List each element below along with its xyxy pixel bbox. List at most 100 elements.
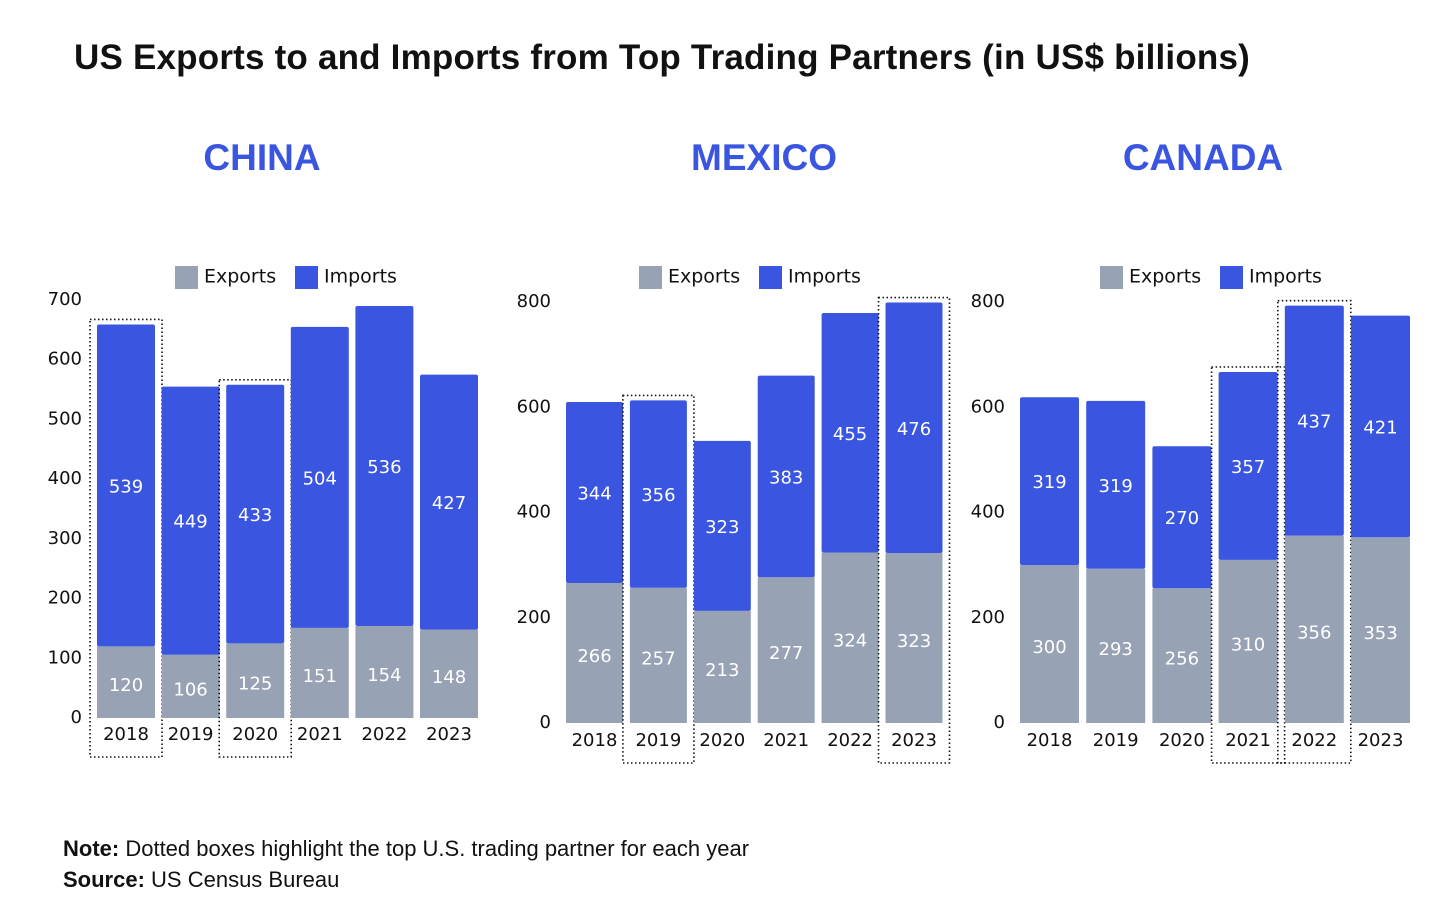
- bar-exports-2023: [420, 629, 478, 718]
- data-label-imports: 539: [109, 476, 143, 497]
- data-label-exports: 310: [1231, 634, 1265, 655]
- data-label-imports: 357: [1231, 457, 1265, 478]
- bar-exports-2023: [1351, 537, 1410, 723]
- bar-imports-2021: [290, 326, 349, 628]
- data-label-imports: 437: [1297, 412, 1331, 433]
- data-label-exports: 324: [833, 631, 867, 652]
- x-tick-label: 2019: [1093, 730, 1139, 751]
- y-tick-label: 600: [48, 349, 82, 370]
- highlight-box-2019: [622, 394, 695, 764]
- y-tick-label: 0: [994, 712, 1005, 733]
- data-label-imports: 449: [173, 512, 207, 533]
- y-tick-label: 200: [517, 607, 551, 628]
- data-label-imports: 536: [367, 457, 401, 478]
- x-tick-label: 2021: [297, 724, 343, 745]
- data-label-exports: 293: [1099, 639, 1133, 660]
- y-tick-label: 200: [971, 607, 1005, 628]
- x-tick-label: 2018: [1027, 730, 1073, 751]
- bar-imports-2020: [226, 384, 285, 644]
- y-tick-label: 0: [71, 707, 82, 728]
- legend-imports-label: Imports: [1249, 266, 1322, 288]
- bar-exports-2022: [355, 626, 414, 718]
- bar-exports-2021: [1218, 559, 1278, 723]
- highlight-box-2021: [1210, 366, 1286, 764]
- highlight-box-2023: [877, 296, 951, 764]
- source-text: US Census Bureau: [144, 867, 340, 892]
- legend-imports-label: Imports: [788, 266, 861, 288]
- bar-exports-2018: [566, 583, 623, 723]
- legend-exports-swatch: [1100, 266, 1123, 289]
- data-label-imports: 421: [1363, 417, 1397, 438]
- y-tick-label: 400: [48, 468, 82, 489]
- data-label-imports: 356: [641, 485, 675, 506]
- bar-imports-2020: [693, 440, 751, 611]
- bar-exports-2019: [1086, 568, 1146, 723]
- chart-title: US Exports to and Imports from Top Tradi…: [74, 38, 1251, 77]
- bar-imports-2018: [566, 401, 623, 584]
- bar-imports-2022: [1284, 305, 1344, 536]
- bar-imports-2023: [420, 374, 478, 630]
- data-label-imports: 455: [833, 424, 867, 445]
- data-label-exports: 151: [303, 666, 337, 687]
- x-tick-label: 2023: [891, 730, 937, 751]
- bar-imports-2020: [1152, 446, 1212, 589]
- x-tick-label: 2019: [635, 730, 681, 751]
- data-label-exports: 356: [1297, 622, 1331, 643]
- note-line: Note: Dotted boxes highlight the top U.S…: [63, 836, 749, 862]
- bar-exports-2019: [161, 654, 220, 718]
- bar-exports-2018: [97, 646, 155, 718]
- x-tick-label: 2021: [1225, 730, 1271, 751]
- data-label-imports: 383: [769, 467, 803, 488]
- bar-exports-2021: [757, 577, 815, 723]
- data-label-exports: 125: [238, 674, 272, 695]
- bar-imports-2019: [1086, 400, 1146, 569]
- x-tick-label: 2019: [168, 724, 214, 745]
- legend-exports-label: Exports: [668, 266, 740, 288]
- bar-exports-2022: [821, 552, 879, 723]
- bar-imports-2021: [757, 375, 815, 578]
- x-tick-label: 2022: [361, 724, 407, 745]
- x-tick-label: 2020: [1159, 730, 1205, 751]
- data-label-exports: 120: [109, 675, 143, 696]
- y-tick-label: 600: [517, 396, 551, 417]
- legend-imports-label: Imports: [324, 266, 397, 288]
- legend-exports-label: Exports: [204, 266, 276, 288]
- data-label-exports: 154: [367, 665, 401, 686]
- y-tick-label: 800: [971, 291, 1005, 312]
- legend-imports-swatch: [759, 266, 782, 289]
- legend-imports-swatch: [295, 266, 318, 289]
- data-label-imports: 504: [303, 468, 337, 489]
- panel-canada: CANADA Exports Imports 0 200 400 600 800 300 319 2…: [971, 137, 1410, 764]
- data-label-exports: 353: [1363, 623, 1397, 644]
- x-tick-label: 2023: [1358, 730, 1404, 751]
- x-tick-label: 2021: [763, 730, 809, 751]
- bar-imports-2021: [1218, 371, 1278, 560]
- y-tick-label: 100: [48, 647, 82, 668]
- data-label-imports: 319: [1032, 472, 1066, 493]
- data-label-exports: 277: [769, 643, 803, 664]
- data-label-imports: 433: [238, 505, 272, 526]
- panel-title: CANADA: [1123, 137, 1283, 178]
- bar-exports-2020: [226, 643, 285, 718]
- data-label-exports: 213: [705, 660, 739, 681]
- data-label-exports: 323: [897, 631, 931, 652]
- y-tick-label: 700: [48, 289, 82, 310]
- y-tick-label: 400: [971, 502, 1005, 523]
- note-label: Note:: [63, 836, 120, 861]
- data-label-imports: 476: [897, 419, 931, 440]
- x-tick-label: 2022: [1291, 730, 1337, 751]
- data-label-imports: 319: [1099, 476, 1133, 497]
- bar-exports-2020: [1152, 588, 1212, 723]
- x-tick-label: 2020: [699, 730, 745, 751]
- bar-imports-2023: [1351, 315, 1410, 538]
- data-label-exports: 106: [173, 679, 207, 700]
- bar-exports-2023: [885, 553, 943, 723]
- bar-exports-2018: [1020, 565, 1079, 723]
- data-label-exports: 266: [577, 646, 611, 667]
- legend-imports-swatch: [1220, 266, 1243, 289]
- y-tick-label: 0: [540, 712, 551, 733]
- bar-exports-2020: [693, 610, 751, 723]
- highlight-box-2022: [1277, 299, 1352, 764]
- bar-exports-2022: [1284, 535, 1344, 723]
- y-tick-label: 500: [48, 408, 82, 429]
